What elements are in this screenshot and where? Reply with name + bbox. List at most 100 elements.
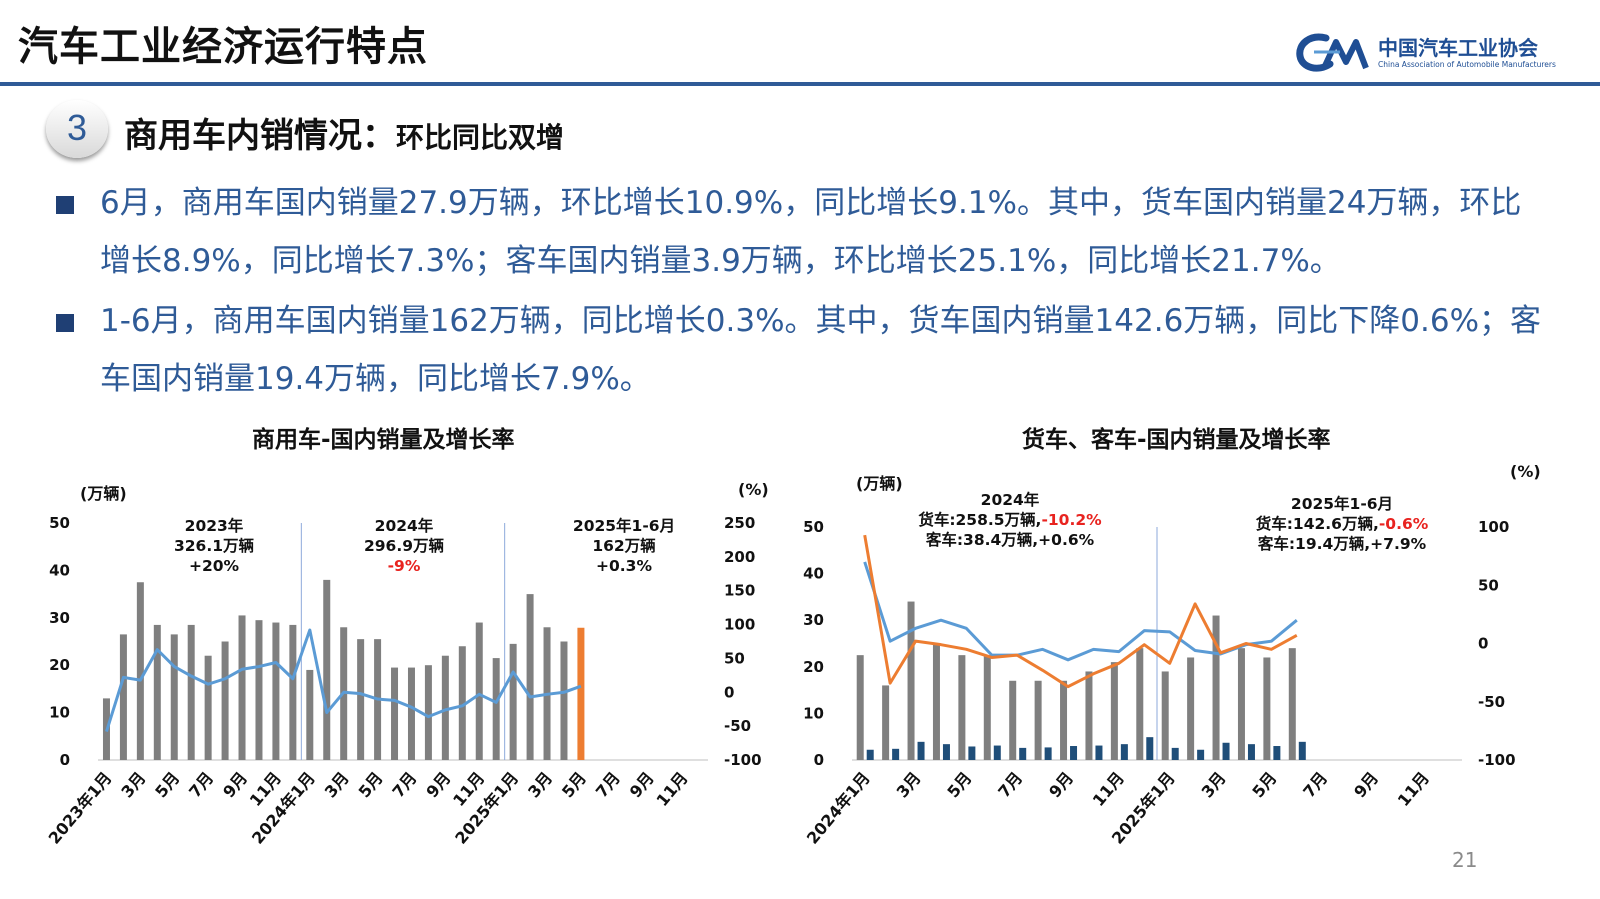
y-tick-label: 10	[49, 704, 70, 722]
section-title: 商用车内销情况：	[124, 116, 396, 156]
x-tick-label: 7月	[1299, 768, 1331, 801]
chart1-annotation-2025: 2025年1-6月 162万辆 +0.3%	[573, 516, 675, 576]
chart2-title: 货车、客车-国内销量及增长率	[1022, 427, 1331, 453]
y2-tick-label: 100	[1478, 518, 1509, 536]
bar	[1085, 671, 1093, 760]
bar	[892, 748, 900, 760]
bar	[391, 667, 399, 760]
chart1-annotation-2023: 2023年 326.1万辆 +20%	[174, 516, 254, 576]
bar	[856, 655, 864, 760]
annotation-label: 2025年1-6月	[1290, 495, 1394, 513]
bar	[1019, 747, 1027, 760]
bar	[187, 624, 195, 760]
y2-tick-label: 50	[724, 649, 745, 667]
y2-tick-label: 200	[724, 548, 755, 566]
bar	[1247, 744, 1255, 760]
chart2-annotation-2024: 2024年 货车:258.5万辆,-10.2% 客车:38.4万辆,+0.6%	[918, 490, 1101, 550]
x-tick-label: 11月	[1089, 768, 1128, 810]
x-tick-label: 5月	[1248, 768, 1280, 801]
y-tick-label: 30	[803, 611, 824, 629]
x-tick-label: 9月	[1350, 768, 1382, 801]
annotation-bus: 客车:38.4万辆,+0.6%	[925, 531, 1095, 549]
bar	[1273, 746, 1281, 760]
x-tick-label: 3月	[1198, 768, 1230, 801]
logo-name-cn: 中国汽车工业协会	[1378, 36, 1538, 60]
bar	[221, 641, 229, 760]
bullet-item: 6月，商用车国内销量27.9万辆，环比增长10.9%，同比增长9.1%。其中，货…	[56, 174, 1546, 290]
bar	[492, 658, 500, 760]
chart1-annotation-2024: 2024年 296.9万辆 -9%	[364, 516, 444, 576]
bar	[1197, 749, 1205, 760]
x-tick-label: 2024年1月	[803, 768, 874, 847]
chart1-title: 商用车-国内销量及增长率	[252, 427, 515, 453]
section-heading: 商用车内销情况：环比同比双增	[124, 108, 564, 157]
bar	[1237, 648, 1245, 760]
bar	[306, 669, 314, 760]
header-rule	[0, 82, 1600, 86]
y2-tick-label: 250	[724, 514, 755, 532]
period-total: 296.9万辆	[363, 537, 445, 555]
y-tick-label: 0	[60, 751, 70, 769]
chart1-y2-unit: (%)	[738, 480, 769, 499]
bar	[1110, 662, 1118, 760]
y-tick-label: 50	[49, 514, 70, 532]
bar	[958, 655, 966, 760]
bar	[1288, 648, 1296, 760]
bar	[1044, 747, 1052, 760]
y-tick-label: 50	[803, 518, 824, 536]
annotation-truck: 货车:258.5万辆,-10.2%	[918, 511, 1102, 529]
y-tick-label: 30	[49, 609, 70, 627]
annotation-truck: 货车:142.6万辆,-0.6%	[1255, 515, 1429, 533]
bar	[323, 579, 331, 760]
y2-tick-label: 0	[1478, 635, 1488, 653]
bar	[1070, 746, 1078, 760]
y2-tick-label: 0	[724, 683, 734, 701]
period-change: -9%	[387, 557, 421, 575]
bullet-text: 6月，商用车国内销量27.9万辆，环比增长10.9%，同比增长9.1%。其中，货…	[100, 185, 1522, 279]
bar	[509, 643, 517, 760]
bar	[153, 624, 161, 760]
period-change: +20%	[188, 557, 240, 575]
page-title: 汽车工业经济运行特点	[18, 24, 428, 70]
y2-tick-label: 50	[1478, 576, 1499, 594]
bullet-item: 1-6月，商用车国内销量162万辆，同比增长0.3%。其中，货车国内销量142.…	[56, 292, 1546, 408]
y-tick-label: 20	[803, 658, 824, 676]
bar	[1187, 657, 1195, 760]
bar	[1095, 745, 1103, 760]
chart1-plot: 01020304050-100-500501001502002502023年1月…	[45, 514, 762, 848]
y2-tick-label: -100	[724, 751, 762, 769]
y2-tick-label: 150	[724, 582, 755, 600]
bullet-text: 1-6月，商用车国内销量162万辆，同比增长0.3%。其中，货车国内销量142.…	[100, 303, 1542, 397]
bar	[993, 745, 1001, 760]
bar	[932, 643, 940, 760]
bar	[968, 746, 976, 760]
bar	[577, 627, 585, 760]
chart1-y-unit: (万辆)	[80, 484, 127, 503]
truck-change: -0.6%	[1378, 515, 1429, 533]
period-label: 2023年	[184, 517, 244, 535]
series-line	[863, 561, 1298, 662]
period-total: 326.1万辆	[173, 537, 255, 555]
period-label: 2024年	[374, 517, 434, 535]
caam-logo-icon	[1296, 33, 1369, 72]
bar	[1146, 737, 1154, 760]
bar	[441, 655, 449, 760]
annotation-label: 2024年	[980, 491, 1040, 509]
y2-tick-label: -50	[724, 717, 751, 735]
series-line	[105, 628, 582, 733]
series-line	[863, 534, 1298, 689]
annotation-bus: 客车:19.4万辆,+7.9%	[1257, 535, 1427, 553]
bar	[1060, 680, 1068, 760]
bar	[1298, 741, 1306, 760]
bar	[458, 646, 466, 760]
section-subtitle: 环比同比双增	[396, 121, 565, 154]
bullet-square-icon	[56, 196, 74, 214]
chart2-annotation-2025: 2025年1-6月 货车:142.6万辆,-0.6% 客车:19.4万辆,+7.…	[1256, 494, 1429, 554]
bar	[560, 641, 568, 760]
bar	[1120, 744, 1128, 760]
y2-tick-label: 100	[724, 616, 755, 634]
period-label: 2025年1-6月	[572, 517, 676, 535]
bar	[1212, 615, 1220, 760]
bar	[289, 624, 297, 760]
x-tick-label: 7月	[994, 768, 1026, 801]
